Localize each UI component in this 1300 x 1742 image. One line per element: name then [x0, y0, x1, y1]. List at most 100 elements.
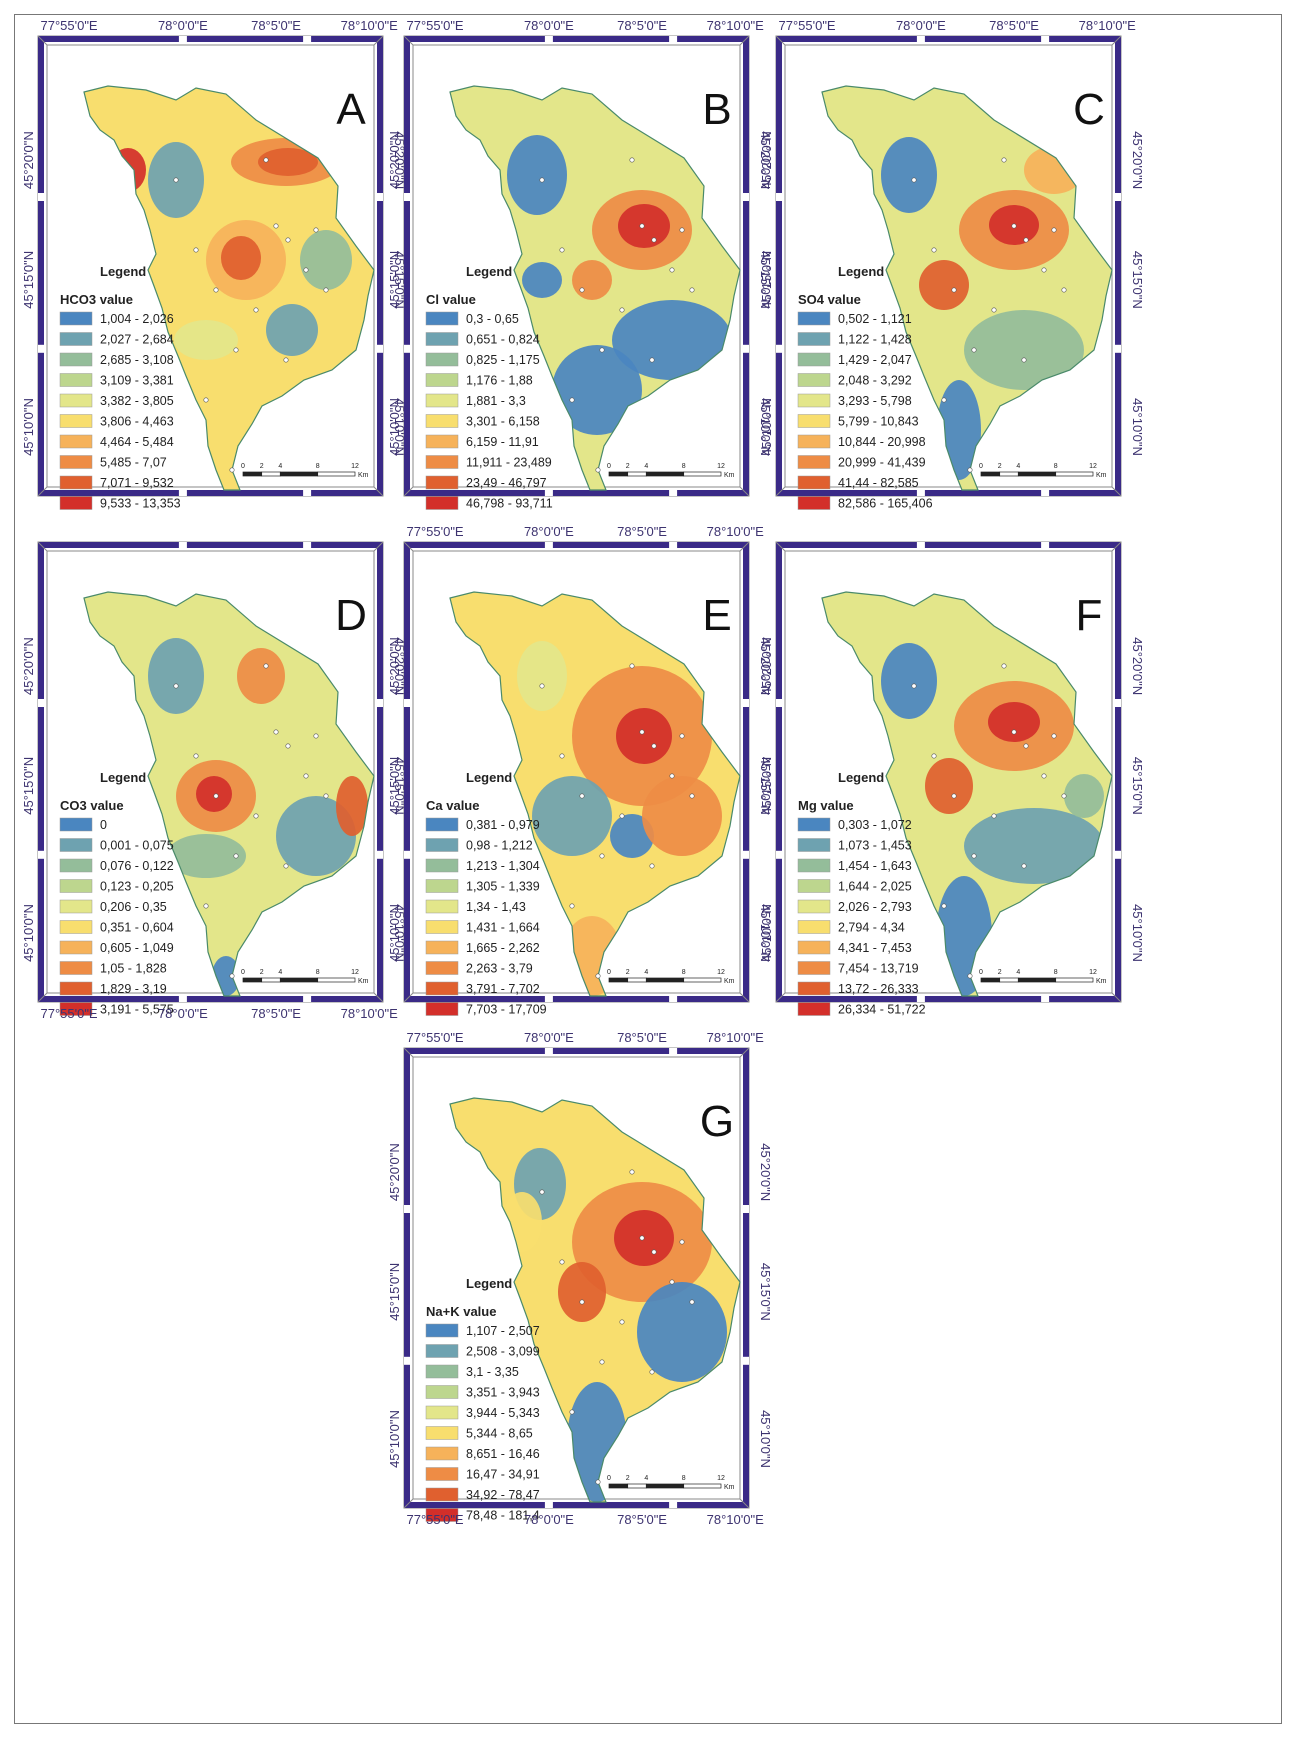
contour-zone: [610, 814, 654, 858]
contour-map: [449, 591, 741, 997]
latitude-label: 45°10'0"N: [758, 904, 773, 962]
legend-class-label: 2,048 - 3,292: [838, 374, 912, 388]
scale-segment: [645, 1483, 685, 1489]
scale-unit: Km: [358, 978, 369, 985]
longitude-label: 77°55'0"E: [40, 1006, 97, 1021]
sample-point: [285, 237, 291, 243]
scale-unit: Km: [358, 472, 369, 479]
scale-segment: [261, 471, 281, 477]
scale-segment: [627, 977, 647, 983]
scale-segment: [980, 471, 1001, 477]
sample-point: [651, 237, 657, 243]
scale-tick-label: 8: [682, 969, 686, 976]
sample-point: [253, 813, 259, 819]
scale-unit: Km: [724, 1484, 735, 1491]
longitude-label: 78°10'0"E: [707, 1030, 764, 1045]
longitude-label: 78°5'0"E: [617, 1030, 667, 1045]
scale-tick-label: 2: [626, 463, 630, 470]
scale-unit: Km: [724, 978, 735, 985]
latitude-label: 45°10'0"N: [1130, 398, 1145, 456]
sample-point: [991, 307, 997, 313]
sample-point: [1041, 773, 1047, 779]
legend-swatch: [425, 455, 459, 469]
sample-point: [971, 853, 977, 859]
scale-segment: [627, 1483, 647, 1489]
scale-tick-label: 8: [1054, 463, 1058, 470]
scale-segment: [317, 977, 356, 983]
map-svg: G Legend Na+K value 1,107 - 2,507 2,508 - 3,…: [387, 1030, 773, 1527]
legend-class-label: 26,334 - 51,722: [838, 1003, 926, 1017]
contour-zone: [266, 304, 318, 356]
map-panel-g: G Legend Na+K value 1,107 - 2,507 2,508 - 3,…: [387, 1028, 773, 1532]
contour-zone: [336, 776, 368, 836]
contour-zone: [276, 796, 356, 876]
latitude-label: 45°10'0"N: [387, 398, 402, 456]
legend-class-label: 0,605 - 1,049: [100, 941, 174, 955]
legend-class-label: 0,825 - 1,175: [466, 353, 540, 367]
sample-point: [595, 467, 601, 473]
sample-point: [559, 753, 565, 759]
map-outline: [449, 1097, 741, 1503]
latitude-label: 45°20'0"N: [392, 637, 407, 695]
legend-swatch: [425, 496, 459, 510]
legend-swatch: [425, 899, 459, 914]
legend-swatch: [425, 838, 459, 852]
legend-swatch: [425, 1426, 459, 1440]
legend-class-label: 78,48 - 181,4: [466, 1509, 540, 1523]
legend-swatch: [797, 352, 831, 367]
legend-swatch: [59, 961, 93, 975]
legend-class-label: 5,485 - 7,07: [100, 456, 167, 470]
latitude-label: 45°15'0"N: [387, 251, 402, 309]
legend-header: Na+K value: [426, 1304, 496, 1319]
sample-point: [941, 903, 947, 909]
longitude-label: 78°5'0"E: [617, 18, 667, 33]
scale-tick-label: 0: [241, 463, 245, 470]
panel-letter: A: [336, 85, 366, 134]
legend-swatch: [797, 899, 831, 914]
scale-segment: [683, 471, 722, 477]
legend-class-label: 3,1 - 3,35: [466, 1365, 519, 1379]
legend-swatch: [797, 961, 831, 975]
contour-zone: [258, 148, 318, 176]
contour-zone: [572, 260, 612, 300]
latitude-label: 45°20'0"N: [1130, 131, 1145, 189]
legend: Legend SO4 value 0,502 - 1,121 1,122 - 1,42…: [797, 264, 933, 511]
sample-point: [619, 813, 625, 819]
legend-class-label: 8,651 - 16,46: [466, 1447, 540, 1461]
contour-zone: [166, 834, 246, 878]
scale-segment: [683, 977, 722, 983]
sample-point: [569, 1409, 575, 1415]
scale-tick-label: 2: [626, 1475, 630, 1482]
legend-class-label: 7,454 - 13,719: [838, 962, 919, 976]
longitude-label: 78°0'0"E: [524, 1512, 574, 1527]
scale-tick-label: 0: [979, 463, 983, 470]
legend-header: Cl value: [426, 292, 476, 307]
scale-tick-label: 8: [682, 1475, 686, 1482]
contour-zone: [964, 808, 1104, 884]
legend-class-label: 1,454 - 1,643: [838, 859, 912, 873]
sample-point: [599, 1359, 605, 1365]
sample-point: [203, 903, 209, 909]
latitude-label: 45°20'0"N: [758, 637, 773, 695]
contour-zone: [517, 641, 567, 711]
legend-swatch: [59, 817, 93, 832]
sample-point: [539, 1189, 545, 1195]
scale-segment: [683, 1483, 722, 1489]
latitude-label: 45°10'0"N: [392, 398, 407, 456]
legend-title: Legend: [100, 770, 146, 785]
sample-point: [679, 227, 685, 233]
scale-tick-label: 12: [717, 1475, 725, 1482]
legend-class-label: 1,122 - 1,428: [838, 333, 912, 347]
legend-class-label: 1,107 - 2,507: [466, 1324, 540, 1338]
sample-point: [233, 853, 239, 859]
map-outline: [83, 591, 375, 997]
latitude-label: 45°15'0"N: [392, 251, 407, 309]
scale-tick-label: 12: [1089, 969, 1097, 976]
legend-swatch: [59, 496, 93, 510]
legend-class-label: 0,076 - 0,122: [100, 859, 174, 873]
scale-tick-label: 8: [316, 463, 320, 470]
longitude-label: 78°5'0"E: [617, 1512, 667, 1527]
contour-zone: [925, 758, 973, 814]
longitude-label: 78°10'0"E: [341, 1006, 398, 1021]
map-svg: F Legend Mg value 0,303 - 1,072 1,073 - 1,45…: [759, 541, 1145, 1017]
